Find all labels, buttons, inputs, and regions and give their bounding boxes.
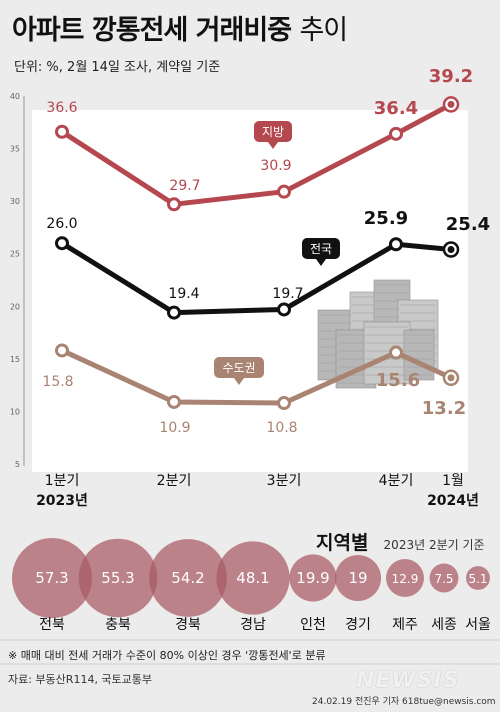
bubble	[289, 554, 337, 602]
data-point	[55, 343, 69, 358]
bubble	[78, 538, 158, 618]
y-tick-label: 10	[10, 407, 20, 416]
bubble-value: 57.3	[35, 569, 68, 587]
series-tag-pointer	[234, 378, 244, 385]
bubble-label: 충북	[105, 617, 131, 633]
data-label: 25.9	[364, 208, 408, 229]
data-point	[389, 345, 403, 360]
bubble-label: 제주	[392, 617, 418, 633]
data-label: 19.4	[168, 286, 199, 302]
bubble-label: 인천	[300, 617, 326, 633]
bubble-value: 7.5	[434, 572, 453, 586]
bubble-label: 전북	[39, 617, 65, 633]
building-block	[403, 329, 435, 381]
data-label: 10.8	[266, 420, 297, 436]
data-point	[167, 305, 181, 320]
credit: 24.02.19 전진우 기자 618tue@newsis.com	[312, 697, 496, 707]
bubble-value: 48.1	[236, 569, 269, 587]
y-tick-label: 30	[10, 197, 20, 206]
data-label: 19.7	[272, 286, 303, 302]
data-point	[277, 184, 291, 199]
bubble-value: 12.9	[392, 572, 419, 586]
bubble-label: 경기	[345, 617, 371, 633]
data-point	[167, 394, 181, 409]
x-year-label: 2023년	[36, 493, 88, 509]
y-tick-label: 5	[15, 460, 20, 469]
bubble	[216, 541, 290, 615]
y-tick-label: 35	[10, 145, 20, 154]
building-illustration	[317, 279, 439, 389]
data-label: 15.8	[42, 374, 73, 390]
data-point	[389, 237, 403, 252]
data-point	[277, 396, 291, 411]
data-point	[55, 236, 69, 251]
data-label: 36.4	[374, 98, 418, 119]
y-tick-label: 25	[10, 250, 20, 259]
data-point	[447, 246, 455, 254]
bubble	[334, 554, 382, 602]
data-point	[277, 302, 291, 317]
bubble-label: 서울	[465, 617, 491, 633]
region-title-text: 지역별	[316, 532, 369, 554]
y-tick-label: 20	[10, 302, 20, 311]
bubble-label: 경북	[175, 617, 201, 633]
region-title: 지역별 2023년 2분기 기준	[316, 528, 485, 555]
data-label: 26.0	[46, 216, 77, 232]
x-tick-label: 2분기	[157, 473, 192, 489]
series-tag-label: 수도권	[222, 361, 255, 375]
y-tick-label: 15	[10, 355, 20, 364]
bubble-value: 55.3	[101, 569, 134, 587]
bubble	[466, 566, 490, 590]
bubble-value: 54.2	[171, 569, 204, 587]
series-tag-pointer	[316, 259, 326, 266]
page-title: 아파트 깡통전세 거래비중 추이	[12, 8, 348, 47]
bubble-value: 19	[348, 569, 367, 587]
source: 자료: 부동산R114, 국토교통부	[8, 673, 153, 686]
footnote: ※ 매매 대비 전세 거래가 수준이 80% 이상인 경우 '깡통전세'로 분류	[8, 649, 326, 662]
x-tick-label: 3분기	[267, 473, 302, 489]
series-tag	[254, 121, 292, 142]
y-tick-label: 40	[10, 92, 20, 101]
data-point	[447, 100, 455, 108]
title-light: 추이	[299, 15, 348, 46]
bubble	[12, 538, 92, 618]
unit-note: 단위: %, 2월 14일 조사, 계약일 기준	[14, 60, 221, 75]
bubble-label: 세종	[431, 617, 457, 633]
bubble-value: 19.9	[296, 569, 329, 587]
data-point	[447, 374, 455, 382]
bubble	[149, 539, 227, 617]
series-tag-label: 전국	[310, 242, 332, 256]
bubble	[386, 559, 424, 597]
series-tag	[302, 238, 340, 259]
x-tick-label: 1분기	[45, 473, 80, 489]
series-tag-label: 지방	[262, 125, 284, 139]
x-tick-label: 4분기	[379, 473, 414, 489]
data-label: 10.9	[159, 420, 190, 436]
data-label: 25.4	[446, 214, 490, 235]
newsis-logo: NEWSIS	[356, 668, 460, 693]
data-label: 13.2	[422, 398, 466, 419]
bubble-label: 경남	[240, 617, 266, 633]
x-year-label: 2024년	[427, 493, 479, 509]
bubble	[429, 563, 459, 593]
data-point	[389, 126, 403, 141]
series-tag-pointer	[268, 142, 278, 149]
data-point	[55, 124, 69, 139]
data-point	[167, 197, 181, 212]
region-subtitle-text: 2023년 2분기 기준	[383, 538, 485, 552]
data-label: 29.7	[169, 178, 200, 194]
title-bold: 아파트 깡통전세 거래비중	[12, 15, 292, 46]
data-label: 39.2	[429, 66, 473, 87]
data-label: 30.9	[260, 158, 291, 174]
series-tag	[214, 357, 264, 378]
x-tick-label: 1월	[442, 473, 464, 489]
bubble-value: 5.1	[468, 572, 487, 586]
data-label: 15.6	[376, 370, 420, 391]
data-label: 36.6	[46, 100, 77, 116]
